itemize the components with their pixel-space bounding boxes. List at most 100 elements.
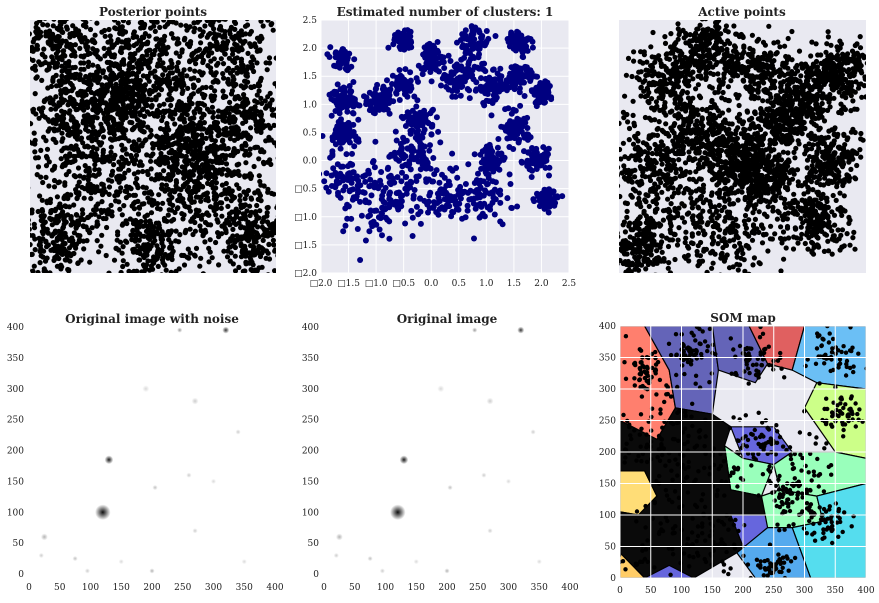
data-point <box>103 215 109 222</box>
data-point <box>478 65 485 72</box>
data-point <box>37 0 42 1</box>
data-point <box>208 133 214 140</box>
data-point <box>237 197 243 203</box>
data-point <box>198 255 204 261</box>
data-point <box>176 146 182 152</box>
data-point <box>208 143 214 150</box>
data-point <box>51 101 57 107</box>
data-point <box>273 55 276 61</box>
data-point <box>245 187 251 194</box>
data-point <box>238 28 244 34</box>
data-point <box>179 47 185 53</box>
data-point <box>23 46 28 51</box>
data-point <box>177 284 182 289</box>
data-point <box>93 188 99 194</box>
data-point <box>183 228 189 235</box>
data-point <box>242 196 248 202</box>
data-point <box>38 246 44 252</box>
data-point <box>30 232 33 238</box>
data-point <box>33 155 39 161</box>
data-point <box>176 169 182 175</box>
data-point <box>393 90 400 97</box>
data-point <box>54 194 61 200</box>
data-point <box>423 199 430 206</box>
data-point <box>25 236 30 241</box>
data-point <box>69 97 75 103</box>
data-point <box>514 65 521 71</box>
data-point <box>234 233 240 239</box>
data-point <box>481 200 488 207</box>
data-point <box>191 29 197 35</box>
data-point <box>457 183 464 190</box>
data-point <box>129 100 135 106</box>
data-point <box>232 128 238 134</box>
data-point <box>487 77 494 84</box>
data-point <box>165 139 171 146</box>
data-point <box>129 143 135 149</box>
data-point <box>253 248 259 254</box>
data-point <box>347 89 354 96</box>
data-point <box>157 172 163 178</box>
data-point <box>355 187 361 194</box>
data-point <box>120 45 126 51</box>
data-point <box>203 20 206 21</box>
data-point <box>234 55 240 61</box>
data-point <box>227 258 233 264</box>
data-point <box>354 226 361 232</box>
data-point <box>160 44 167 50</box>
data-point <box>155 225 161 231</box>
data-point <box>199 132 205 138</box>
data-point <box>362 199 369 206</box>
data-point <box>225 239 231 245</box>
data-point <box>278 107 283 112</box>
data-point <box>11 107 16 112</box>
data-point <box>227 28 233 34</box>
data-point <box>291 284 296 289</box>
data-point <box>140 73 146 79</box>
data-point <box>518 128 524 135</box>
data-point <box>350 110 357 117</box>
data-point <box>75 165 82 171</box>
data-point <box>417 195 424 202</box>
data-point <box>278 119 283 124</box>
data-point <box>138 233 144 239</box>
data-point <box>190 231 196 238</box>
data-point <box>43 138 49 144</box>
data-point <box>137 159 143 165</box>
data-point <box>294 118 299 123</box>
data-point <box>64 77 70 83</box>
data-point <box>153 97 159 103</box>
data-point <box>408 207 415 214</box>
data-point <box>39 77 45 83</box>
data-point <box>99 140 105 146</box>
data-point <box>253 291 258 296</box>
data-point <box>121 131 127 138</box>
data-point <box>41 10 46 15</box>
data-point <box>524 125 531 131</box>
data-point <box>163 176 169 182</box>
data-point <box>77 173 83 179</box>
data-point <box>225 14 230 19</box>
data-point <box>430 204 436 211</box>
data-point <box>233 43 239 49</box>
data-point <box>242 202 248 208</box>
data-point <box>162 262 168 268</box>
data-point <box>40 112 46 118</box>
data-point <box>242 23 249 29</box>
data-point <box>487 203 493 210</box>
data-point <box>30 120 32 126</box>
data-point <box>229 88 235 94</box>
data-point <box>173 81 179 87</box>
data-point <box>543 157 550 164</box>
data-point <box>241 189 247 195</box>
data-point <box>219 182 225 188</box>
data-point <box>212 88 218 94</box>
data-point <box>38 174 44 180</box>
data-point <box>279 148 284 153</box>
data-point <box>133 71 139 77</box>
data-point <box>498 73 505 80</box>
data-point <box>95 0 100 4</box>
data-point <box>182 158 188 164</box>
data-point <box>541 99 548 106</box>
data-point <box>134 104 140 111</box>
